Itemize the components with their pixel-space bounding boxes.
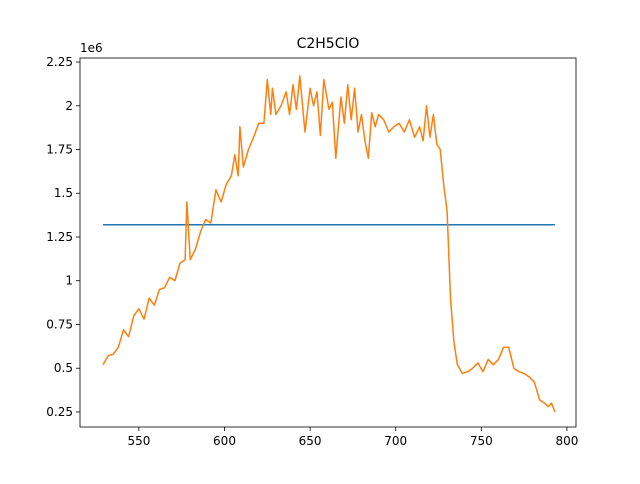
line-series bbox=[102, 75, 556, 413]
x-tick-label: 700 bbox=[384, 434, 407, 448]
x-tick-label: 800 bbox=[555, 434, 578, 448]
chart-title: C2H5ClO bbox=[297, 36, 360, 52]
x-tick-label: 750 bbox=[470, 434, 493, 448]
y-tick-label: 1.5 bbox=[54, 186, 73, 200]
y-tick-label: 2.25 bbox=[46, 55, 73, 69]
y-tick-label: 0.25 bbox=[46, 405, 73, 419]
y-tick-label: 1.25 bbox=[46, 230, 73, 244]
y-tick-label: 0.75 bbox=[46, 317, 73, 331]
x-tick-label: 550 bbox=[127, 434, 150, 448]
y-tick-label: 0.5 bbox=[54, 361, 73, 375]
y-tick-label: 1.75 bbox=[46, 143, 73, 157]
y-tick-label: 2 bbox=[65, 99, 73, 113]
x-tick-label: 600 bbox=[213, 434, 236, 448]
x-tick-label: 650 bbox=[299, 434, 322, 448]
offset-label: 1e6 bbox=[80, 41, 103, 55]
y-tick-label: 1 bbox=[65, 274, 73, 288]
plot-frame bbox=[79, 57, 577, 428]
